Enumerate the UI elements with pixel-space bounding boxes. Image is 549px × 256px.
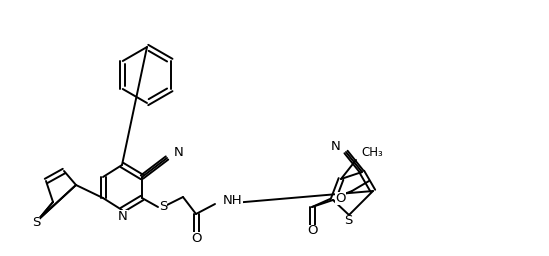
Text: N: N xyxy=(174,146,184,159)
Text: S: S xyxy=(32,217,40,229)
Text: N: N xyxy=(330,140,340,153)
Text: NH: NH xyxy=(223,195,243,208)
Text: S: S xyxy=(159,200,167,214)
Text: O: O xyxy=(335,191,345,205)
Text: CH₃: CH₃ xyxy=(361,145,383,158)
Text: S: S xyxy=(344,215,352,228)
Text: O: O xyxy=(191,231,201,244)
Text: N: N xyxy=(118,209,128,222)
Text: O: O xyxy=(307,225,317,238)
